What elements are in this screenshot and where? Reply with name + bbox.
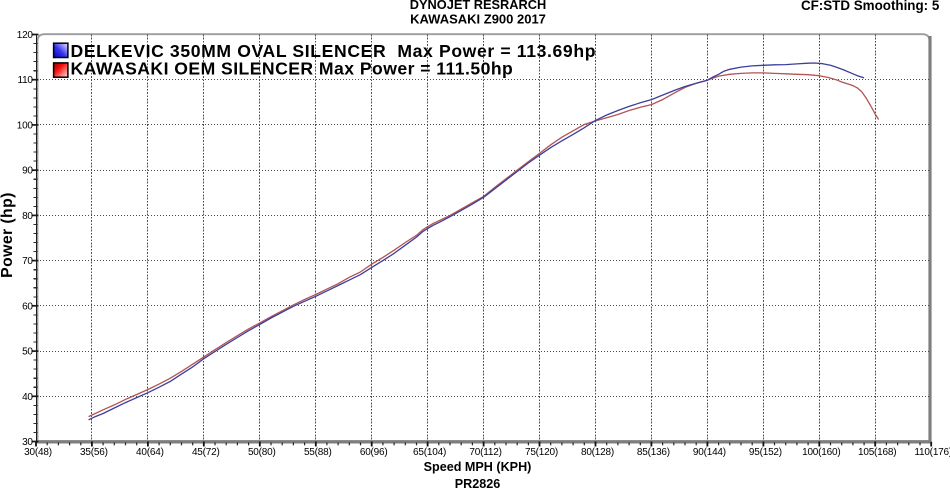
svg-text:Speed MPH (KPH): Speed MPH (KPH) [424,460,532,474]
svg-text:70: 70 [22,256,33,267]
svg-text:60(96): 60(96) [360,447,388,458]
svg-text:80(128): 80(128) [581,447,614,458]
svg-text:CF:STD Smoothing: 5: CF:STD Smoothing: 5 [801,0,940,13]
svg-text:110: 110 [17,75,33,86]
svg-text:KAWASAKI Z900 2017: KAWASAKI Z900 2017 [410,12,546,27]
svg-text:65(104): 65(104) [413,447,446,458]
svg-text:70(112): 70(112) [469,447,501,458]
svg-text:105(168): 105(168) [858,447,896,458]
svg-text:DYNOJET RESRARCH: DYNOJET RESRARCH [410,0,547,12]
svg-text:85(136): 85(136) [637,447,670,458]
svg-text:100(160): 100(160) [802,447,840,458]
svg-text:80: 80 [22,211,33,222]
svg-text:90: 90 [22,166,33,177]
svg-text:50(80): 50(80) [248,447,276,458]
svg-text:35(56): 35(56) [80,447,108,458]
svg-text:75(120): 75(120) [525,447,558,458]
svg-text:90(144): 90(144) [693,447,726,458]
svg-text:55(88): 55(88) [304,447,332,458]
svg-text:120: 120 [17,30,34,41]
svg-text:KAWASAKI OEM SILENCER Max Powe: KAWASAKI OEM SILENCER Max Power = 111.50… [71,59,514,79]
svg-text:DELKEVIC 350MM OVAL SILENCER: DELKEVIC 350MM OVAL SILENCER Max Power =… [71,41,597,61]
svg-text:40(64): 40(64) [136,447,164,458]
svg-text:50: 50 [22,347,33,358]
svg-text:95(152): 95(152) [749,447,782,458]
svg-text:PR2826: PR2826 [455,477,501,488]
svg-text:Power (hp): Power (hp) [0,192,16,278]
svg-text:30: 30 [22,437,33,448]
svg-text:40: 40 [22,392,33,403]
svg-text:45(72): 45(72) [192,447,220,458]
svg-text:110(176): 110(176) [914,447,950,458]
svg-text:60: 60 [22,301,33,312]
svg-text:30(48): 30(48) [24,447,52,458]
svg-text:100: 100 [17,120,34,131]
